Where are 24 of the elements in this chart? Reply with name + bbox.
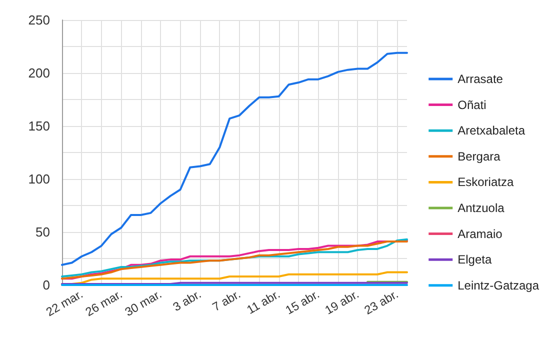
y-tick-label: 200 — [28, 66, 50, 80]
x-tick-label: 11 abr. — [244, 286, 282, 317]
y-tick-label: 50 — [36, 224, 50, 240]
y-tick-label: 100 — [28, 172, 50, 186]
x-tick-label: 7 abr. — [210, 286, 243, 314]
x-tick-label: 15 abr. — [283, 286, 322, 318]
legend-label: Bergara — [458, 149, 501, 164]
x-tick-label: 30 mar. — [122, 286, 164, 320]
x-tick-label: 3 abr. — [170, 286, 204, 314]
y-tick-label: 150 — [28, 118, 50, 134]
line-series — [61, 52, 408, 266]
x-tick-label: 23 abr. — [362, 286, 401, 318]
y-tick-label: 250 — [28, 12, 50, 28]
x-tick-label: 19 abr. — [322, 286, 362, 318]
y-tick-label: 0 — [42, 278, 50, 292]
legend-label: Eskoriatza — [458, 175, 514, 190]
legend-label: Oñati — [458, 98, 486, 112]
legend-label: Antzuola — [458, 201, 505, 215]
legend-label: Elgeta — [458, 252, 492, 267]
legend-label: Arrasate — [458, 72, 504, 86]
legend-label: Leintz-Gatzaga — [458, 278, 540, 292]
legend-label: Aramaio — [458, 226, 503, 241]
legend-label: Aretxabaleta — [458, 124, 526, 138]
x-tick-label: 26 mar. — [83, 286, 125, 320]
